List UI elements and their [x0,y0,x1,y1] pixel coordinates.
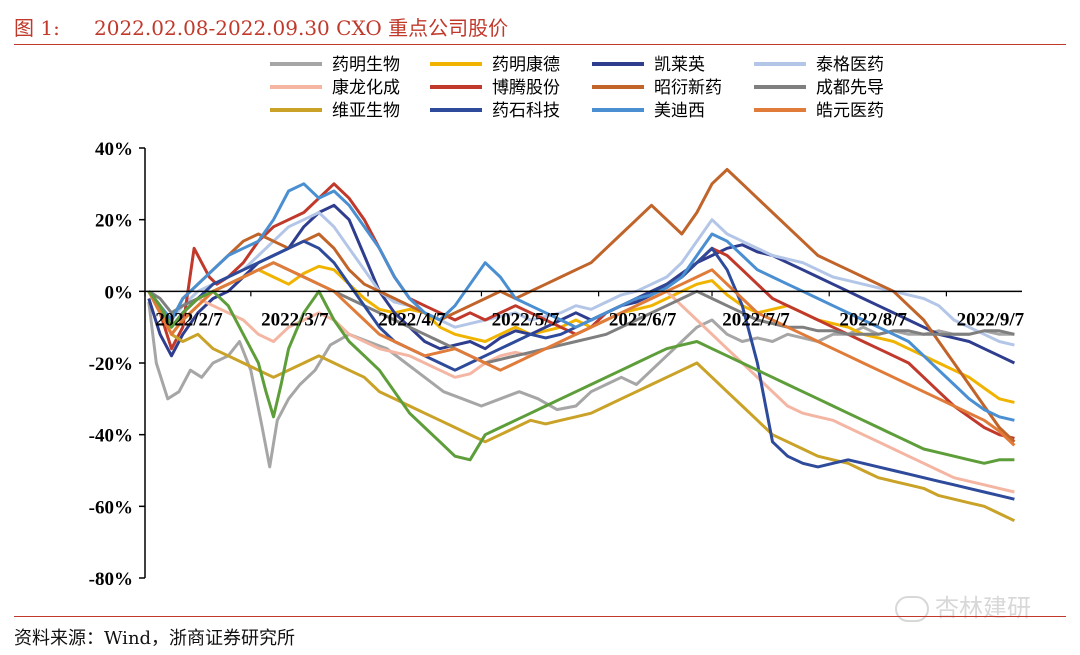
x-tick-label: 2022/6/7 [609,309,677,330]
legend-label: 泰格医药 [816,55,884,75]
y-tick-label: 20% [95,211,133,232]
watermark-text: 杏林建研 [935,594,1031,622]
series-line [147,168,1016,443]
watermark: 杏林建研 [895,588,1031,623]
x-tick-label: 2022/4/7 [378,309,446,330]
figure-label: 图 1: [14,16,60,40]
x-tick-label: 2022/5/7 [492,309,560,330]
legend-label: 昭衍新药 [654,78,722,98]
y-tick-label: -40% [89,426,133,447]
x-tick-label: 2022/9/7 [957,309,1025,330]
legend-label: 皓元医药 [816,101,884,121]
source-divider [14,616,1066,617]
figure-title-bar: 图 1: 2022.02.08-2022.09.30 CXO 重点公司股价 [14,8,1066,45]
series-line [147,211,1015,347]
legend-label: 药石科技 [492,101,560,121]
x-tick-label: 2022/2/7 [155,309,223,330]
legend-label: 维亚生物 [332,101,400,121]
x-tick-label: 2022/3/7 [261,309,329,330]
figure-title: 2022.02.08-2022.09.30 CXO 重点公司股价 [94,16,509,40]
y-tick-label: 40% [95,139,133,160]
series-line [147,182,1015,422]
source-note: 资料来源：Wind，浙商证券研究所 [14,628,296,649]
legend-label: 康龙化成 [332,78,400,98]
x-tick-label: 2022/7/7 [722,309,790,330]
legend-label: 药明康德 [492,55,560,75]
y-tick-label: 0% [105,282,134,303]
y-tick-label: -80% [89,569,133,590]
y-tick-label: -60% [89,497,133,518]
legend-label: 美迪西 [654,101,705,121]
legend-label: 博腾股份 [492,78,560,98]
wechat-icon [895,596,929,622]
series-line [147,301,1015,469]
series-line [147,289,1015,465]
x-tick-label: 2022/8/7 [839,309,907,330]
series-line [147,261,1016,447]
legend-label: 药明生物 [332,55,400,75]
y-tick-label: -20% [89,354,133,375]
legend-label: 成都先导 [816,78,884,98]
legend-label: 凯莱英 [654,55,705,75]
